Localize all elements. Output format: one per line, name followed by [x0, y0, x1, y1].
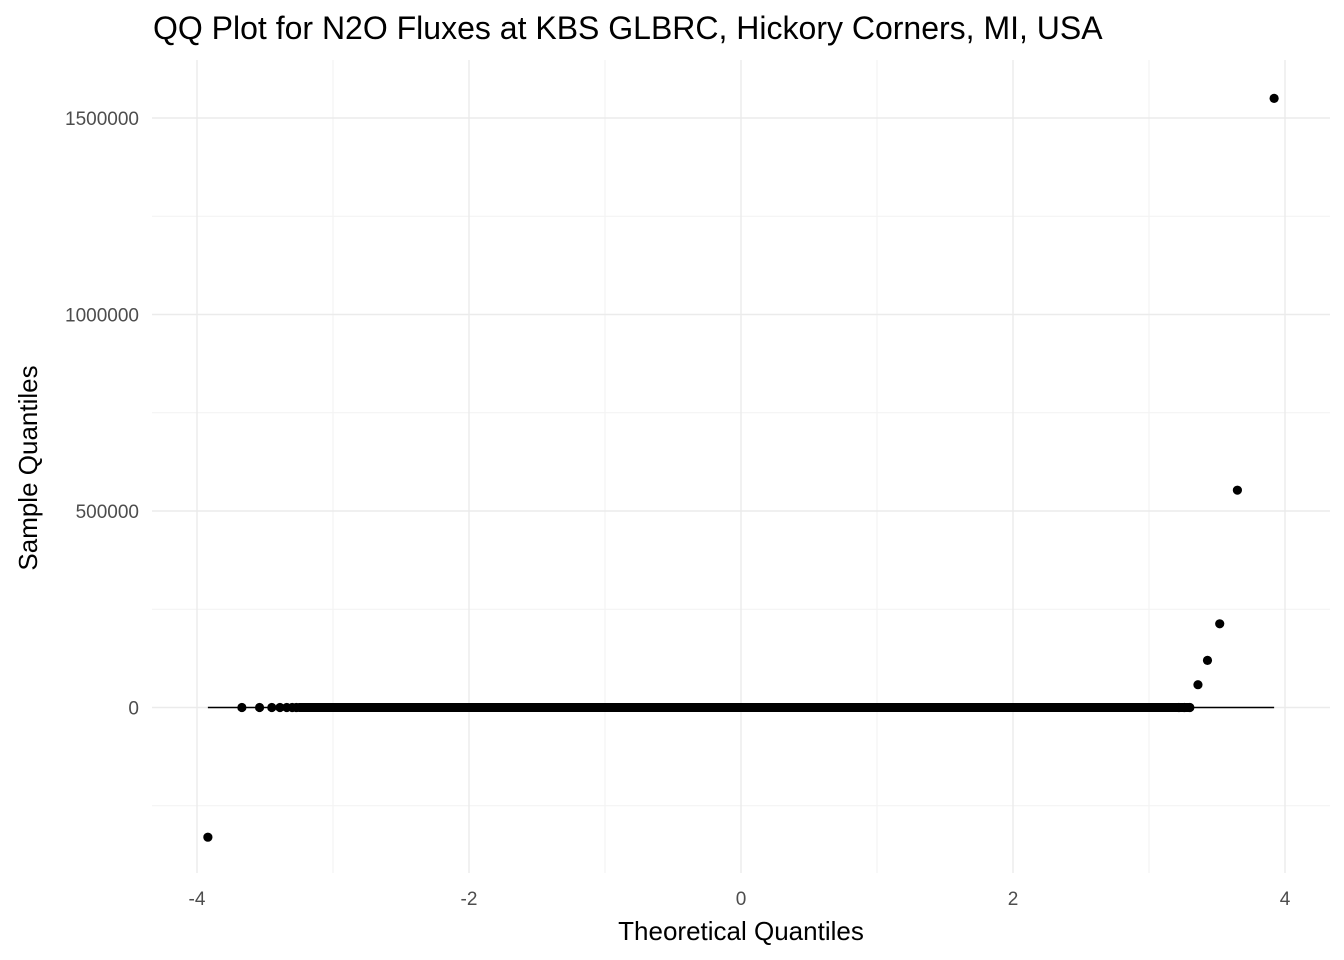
data-point: [254, 702, 265, 713]
data-point: [1269, 93, 1279, 103]
data-point: [267, 702, 277, 713]
x-tick-label: -2: [461, 889, 478, 910]
grid-major: [152, 60, 1330, 873]
data-point: [275, 702, 285, 713]
x-tick-label: 2: [1008, 889, 1019, 910]
data-point: [1215, 619, 1225, 629]
y-tick-labels: 0 500000 1000000 1500000: [65, 109, 139, 720]
data-point: [291, 702, 301, 713]
points-group: [203, 93, 1279, 842]
y-axis-title: Sample Quantiles: [13, 365, 43, 570]
y-tick-label: 0: [128, 699, 139, 720]
x-tick-labels: -4 -2 0 2 4: [189, 889, 1291, 910]
chart-title: QQ Plot for N2O Fluxes at KBS GLBRC, Hic…: [153, 10, 1103, 46]
y-tick-label: 1500000: [65, 109, 139, 130]
x-tick-label: 0: [736, 889, 747, 910]
data-point: [1202, 655, 1213, 665]
x-tick-label: -4: [189, 889, 206, 910]
data-point: [203, 832, 213, 842]
data-point: [1185, 702, 1195, 713]
y-tick-label: 1000000: [65, 306, 139, 327]
data-point: [1232, 485, 1242, 495]
x-tick-label: 4: [1280, 889, 1291, 910]
x-axis-title: Theoretical Quantiles: [618, 916, 864, 946]
data-point: [1193, 680, 1203, 690]
data-point: [237, 702, 247, 713]
y-tick-label: 500000: [76, 502, 139, 523]
